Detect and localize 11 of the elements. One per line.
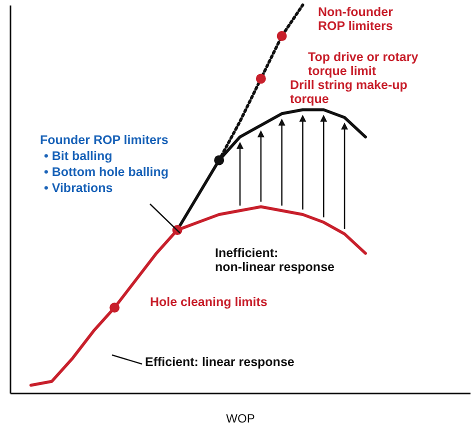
annotation: Founder ROP limiters xyxy=(40,133,168,147)
annotation: Drill string make-up torque xyxy=(290,78,408,106)
annotation: Efficient: linear response xyxy=(145,355,294,369)
annotation: Non-founder ROP limiters xyxy=(318,5,394,33)
annotation: Hole cleaning limits xyxy=(150,295,268,309)
annotation: • Bottom hole balling xyxy=(44,165,169,179)
x-axis-title: WOP xyxy=(226,412,255,426)
annotation: Inefficient: non-linear response xyxy=(215,246,335,274)
annotation: • Bit balling xyxy=(44,149,112,163)
annotation: Top drive or rotary torque limit xyxy=(308,50,418,78)
annotation: • Vibrations xyxy=(44,181,113,195)
